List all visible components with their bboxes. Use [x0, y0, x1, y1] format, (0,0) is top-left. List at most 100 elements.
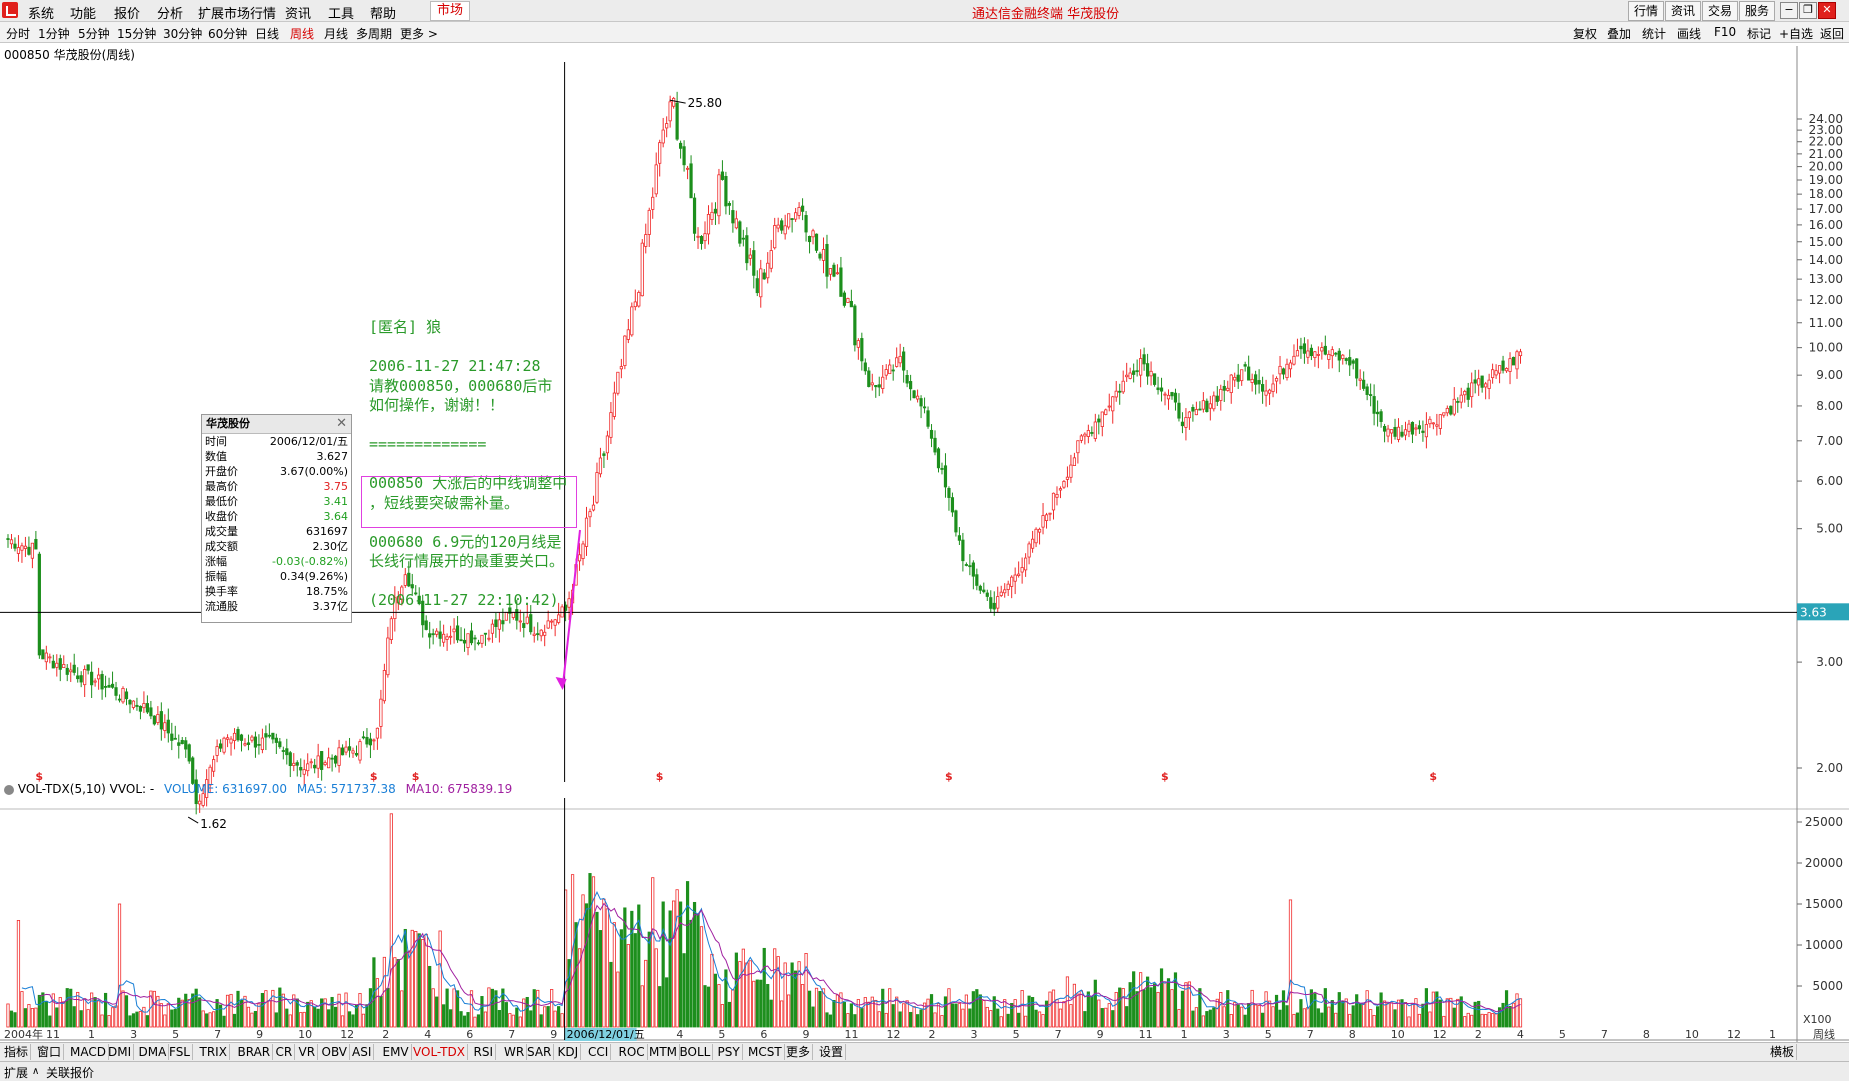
period-tab-more[interactable]: 更多 > [400, 27, 438, 41]
candlestick-series [6, 91, 1523, 815]
chevron-up-icon[interactable]: ∧ [32, 1066, 40, 1077]
candle-body [191, 757, 195, 784]
chart-area[interactable]: 24.0023.0022.0021.0020.0019.0018.0017.00… [0, 42, 1849, 1042]
tooltip-key: 振幅 [205, 570, 227, 583]
candle-body [818, 253, 822, 259]
indicator-tab[interactable]: DMI [106, 1044, 135, 1060]
indicator-tab[interactable]: BOLL [678, 1044, 714, 1060]
tooltip-close-icon[interactable]: ✕ [336, 416, 347, 431]
volume-bar [142, 1006, 146, 1028]
period-tab-30min[interactable]: 30分钟 [163, 27, 203, 41]
time-label: 9 [1097, 1028, 1104, 1041]
volume-bar [543, 1006, 547, 1028]
volume-bar [863, 997, 867, 1028]
candle-body [1017, 573, 1021, 576]
volume-bar [902, 1003, 906, 1028]
volume-bar [1104, 1007, 1108, 1028]
period-tab-daily[interactable]: 日线 [255, 27, 280, 41]
menu-item-quote[interactable]: 报价 [114, 7, 141, 22]
trade-button[interactable]: 交易 [1702, 1, 1738, 21]
period-tab-monthly[interactable]: 月线 [324, 27, 349, 41]
menu-item-news[interactable]: 资讯 [285, 7, 312, 22]
period-tab-15min[interactable]: 15分钟 [117, 27, 157, 41]
indicator-tab[interactable]: DMA [137, 1044, 170, 1060]
menu-item-extended-market[interactable]: 扩展市场行情 [198, 7, 277, 22]
indicator-tab[interactable]: 指标 [2, 1044, 32, 1060]
volume-bar [480, 996, 484, 1028]
time-label: 7 [1055, 1028, 1062, 1041]
toolbar-add-watchlist[interactable]: +自选 [1779, 27, 1814, 41]
time-label: 6 [760, 1028, 767, 1041]
news-button[interactable]: 资讯 [1665, 1, 1701, 21]
volume-bar [222, 1015, 226, 1028]
candle-body [462, 639, 467, 644]
menu-item-system[interactable]: 系统 [28, 7, 55, 22]
indicator-tab[interactable]: CCI [586, 1044, 612, 1060]
period-tab-weekly[interactable]: 周线 [290, 27, 315, 41]
toolbar-f10[interactable]: F10 [1714, 25, 1737, 39]
status-extend[interactable]: 扩展 [4, 1066, 29, 1080]
indicator-tab[interactable]: 窗口 [35, 1044, 65, 1060]
candle-body [1149, 370, 1153, 377]
period-tab-1min[interactable]: 1分钟 [38, 27, 70, 41]
layout-toggle[interactable]: 横板 [1768, 1044, 1798, 1060]
candle-body [1072, 457, 1077, 466]
menu-item-analysis[interactable]: 分析 [157, 7, 184, 22]
period-tab-intraday[interactable]: 分时 [6, 27, 31, 41]
indicator-tab[interactable]: 更多 [784, 1044, 814, 1060]
service-button[interactable]: 服务 [1739, 1, 1775, 21]
quote-button[interactable]: 行情 [1628, 1, 1664, 21]
toolbar-back[interactable]: 返回 [1820, 27, 1845, 41]
period-tab-multi[interactable]: 多周期 [356, 27, 393, 41]
indicator-tab[interactable]: EMV [381, 1044, 412, 1060]
toolbar-stats[interactable]: 统计 [1642, 27, 1667, 41]
candle-body [142, 703, 146, 709]
menu-item-tools[interactable]: 工具 [328, 7, 355, 22]
indicator-tab[interactable]: MACD [68, 1044, 109, 1060]
indicator-tab[interactable]: CR [274, 1044, 296, 1060]
indicator-tab[interactable]: OBV [320, 1044, 351, 1060]
indicator-tab[interactable]: MCST [746, 1044, 785, 1060]
app-logo-icon[interactable] [2, 2, 18, 18]
volume-bar [23, 1008, 28, 1028]
candle-body [1337, 350, 1341, 361]
indicator-tab[interactable]: PSY [716, 1044, 743, 1060]
close-icon[interactable]: ✕ [1818, 2, 1836, 19]
candle-body [989, 597, 993, 609]
indicator-tab[interactable]: VOL-TDX [411, 1044, 468, 1060]
candle-body [1003, 589, 1007, 594]
indicator-tab[interactable]: TRIX [198, 1044, 230, 1060]
period-tab-5min[interactable]: 5分钟 [78, 27, 110, 41]
legend-collapse-icon[interactable] [4, 784, 14, 795]
indicator-tab[interactable]: FSL [167, 1044, 193, 1060]
toolbar-overlay[interactable]: 叠加 [1607, 27, 1632, 41]
toolbar-mark[interactable]: 标记 [1747, 27, 1772, 41]
menu-item-function[interactable]: 功能 [70, 7, 97, 22]
period-tab-60min[interactable]: 60分钟 [208, 27, 248, 41]
time-label: 10 [1685, 1028, 1699, 1041]
indicator-tab[interactable]: BRAR [236, 1044, 274, 1060]
candle-body [996, 596, 1000, 609]
toolbar-draw[interactable]: 画线 [1677, 27, 1702, 41]
toolbar-adjust[interactable]: 复权 [1573, 27, 1598, 41]
candle-body [1247, 366, 1251, 381]
menu-item-help[interactable]: 帮助 [370, 7, 397, 22]
indicator-tab[interactable]: WR [502, 1044, 528, 1060]
indicator-tab[interactable]: ASI [350, 1044, 375, 1060]
candle-body [912, 390, 916, 399]
candle-body [166, 719, 170, 734]
indicator-tab[interactable]: 设置 [817, 1044, 847, 1060]
indicator-tab[interactable]: VR [297, 1044, 319, 1060]
indicator-tab[interactable]: KDJ [556, 1044, 582, 1060]
minimize-icon[interactable]: − [1780, 2, 1798, 19]
indicator-tab[interactable]: MTM [647, 1044, 681, 1060]
signal-marker: $ [412, 770, 420, 783]
indicator-tab[interactable]: SAR [525, 1044, 555, 1060]
time-label: 7 [1601, 1028, 1608, 1041]
market-button[interactable]: 市场 [430, 1, 471, 21]
indicator-tab[interactable]: ROC [617, 1044, 648, 1060]
price-tick-label: 5.00 [1816, 522, 1843, 536]
indicator-tab[interactable]: RSI [472, 1044, 496, 1060]
status-related-quotes[interactable]: 关联报价 [46, 1066, 95, 1080]
restore-icon[interactable]: ❐ [1799, 2, 1817, 19]
